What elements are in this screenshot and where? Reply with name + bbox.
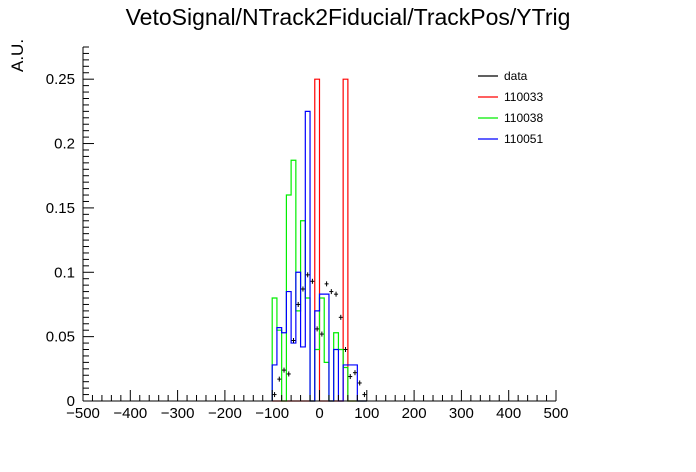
data-point [272, 392, 277, 398]
y-tick-label: 0.2 [54, 136, 75, 153]
data-point [277, 376, 282, 382]
x-tick-label: −400 [113, 405, 147, 422]
data-point [362, 392, 367, 398]
data-point [319, 331, 324, 337]
data-point [357, 380, 362, 386]
data-point [310, 278, 315, 284]
data-point [352, 370, 357, 376]
x-tick-label: 0 [315, 405, 323, 422]
data-point [286, 371, 291, 377]
x-tick-label: −200 [208, 405, 242, 422]
series-layer [271, 78, 367, 402]
data-point [334, 291, 339, 297]
data-point [343, 347, 348, 353]
x-tick-label: −300 [161, 405, 195, 422]
legend-label: 110051 [504, 132, 543, 146]
x-tick-label: −100 [255, 405, 289, 422]
x-tick-label: 400 [496, 405, 521, 422]
data-point [291, 337, 296, 343]
axes-layer: −500 −400 −300 −200 −100 0 100 200 300 400 500 0 0.0… [46, 46, 569, 422]
data-point [348, 374, 353, 380]
data-point [305, 272, 310, 278]
data-point [329, 289, 334, 295]
data-point [324, 281, 329, 287]
y-tick-label: 0.05 [46, 329, 75, 346]
chart-title: VetoSignal/NTrack2Fiducial/TrackPos/YTri… [125, 4, 571, 30]
y-tick-label: 0 [67, 393, 75, 410]
data-point [300, 286, 305, 292]
y-tick-label: 0.25 [46, 71, 75, 88]
legend-label: 110038 [504, 111, 543, 125]
y-tick-label: 0.15 [46, 200, 75, 217]
legend: data 110033 110038 110051 [478, 69, 543, 146]
data-point [282, 367, 287, 373]
data-point [296, 301, 301, 307]
data-point [338, 314, 343, 320]
x-tick-label: 200 [402, 405, 427, 422]
legend-label: 110033 [504, 90, 543, 104]
x-tick-label: 500 [543, 405, 568, 422]
x-tick-label: 300 [449, 405, 474, 422]
x-tick-label: 100 [354, 405, 379, 422]
legend-label: data [504, 69, 528, 83]
y-tick-label: 0.1 [54, 264, 75, 281]
data-point [315, 326, 320, 332]
x-tick-label: −500 [66, 405, 100, 422]
